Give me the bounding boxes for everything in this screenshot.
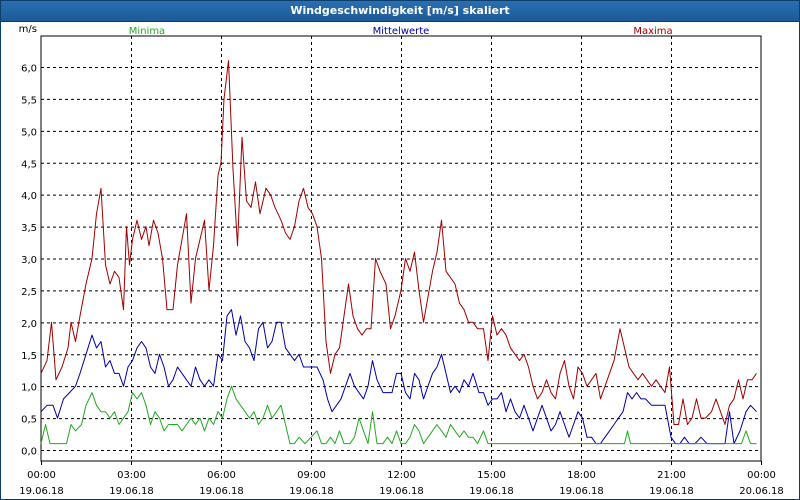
series-line-minima — [40, 385, 757, 445]
x-tick-time-label: 00:00 — [27, 470, 56, 481]
y-tick-label: 2,5 — [21, 287, 37, 298]
wind-speed-chart: 0,0 0,5 1,0 1,5 2,0 2,5 3,0 3,5 4,0 4,5 5,0 5,5 6,0 m… — [19, 24, 784, 497]
y-tick-label: 1,5 — [21, 351, 37, 362]
x-tick-date-label: 19.06.18 — [289, 486, 334, 497]
y-tick-label: 2,0 — [21, 319, 37, 330]
x-tick-time-label: 15:00 — [477, 470, 506, 481]
x-tick-date-label: 20.06.18 — [739, 486, 784, 497]
x-tick-time-label: 09:00 — [297, 470, 326, 481]
x-tick-time-label: 00:00 — [747, 470, 776, 481]
y-tick-label: 5,0 — [21, 127, 37, 138]
y-axis-label: m/s — [19, 24, 37, 35]
legend-entry-maxima: Maxima — [633, 26, 672, 37]
x-tick-date-label: 19.06.18 — [199, 486, 244, 497]
legend-entry-minima: Minima — [129, 26, 165, 37]
x-tick-date-label: 19.06.18 — [559, 486, 604, 497]
x-tick-date-label: 19.06.18 — [109, 486, 154, 497]
x-tick-time-label: 06:00 — [207, 470, 236, 481]
y-tick-label: 1,0 — [21, 383, 37, 394]
y-tick-label: 0,0 — [21, 447, 37, 458]
title-bar: Windgeschwindigkeit [m/s] skaliert — [1, 1, 799, 22]
x-tick-time-label: 21:00 — [657, 470, 686, 481]
y-tick-label: 4,0 — [21, 191, 37, 202]
x-tick-time-label: 12:00 — [387, 470, 416, 481]
x-tick-date-label: 19.06.18 — [19, 486, 64, 497]
y-tick-label: 3,5 — [21, 223, 37, 234]
y-tick-label: 0,5 — [21, 415, 37, 426]
x-tick-time-label: 03:00 — [117, 470, 146, 481]
x-tick-time-label: 18:00 — [567, 470, 596, 481]
y-tick-label: 3,0 — [21, 255, 37, 266]
window-title: Windgeschwindigkeit [m/s] skaliert — [290, 4, 510, 17]
y-tick-label: 5,5 — [21, 95, 37, 106]
series-line-maxima — [40, 60, 757, 425]
y-tick-label: 6,0 — [21, 64, 37, 75]
x-tick-date-label: 19.06.18 — [379, 486, 424, 497]
y-tick-label: 4,5 — [21, 159, 37, 170]
x-tick-date-label: 19.06.18 — [649, 486, 694, 497]
plot-area: 0,0 0,5 1,0 1,5 2,0 2,5 3,0 3,5 4,0 4,5 5,0 5,5 6,0 m… — [19, 24, 784, 497]
x-tick-date-label: 19.06.18 — [469, 486, 514, 497]
series-line-mittelwerte — [40, 309, 757, 445]
legend-entry-mittelwerte: Mittelwerte — [373, 26, 430, 37]
